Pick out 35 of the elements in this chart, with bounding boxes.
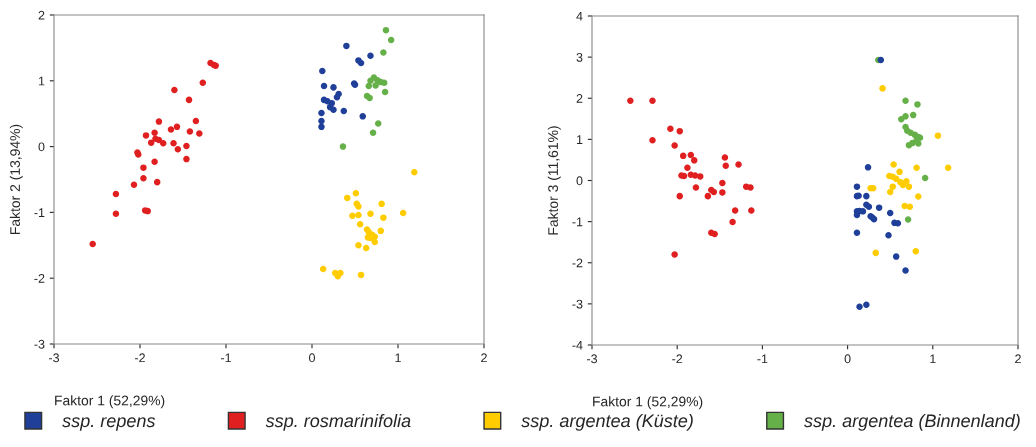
x-tick-label: -1 (221, 353, 231, 363)
x-tick-label: 2 (1015, 354, 1021, 364)
x-tick-label: -2 (672, 354, 683, 364)
y-tick-label: 3 (576, 52, 583, 62)
y-axis-title: Faktor 2 (13,94%) (9, 124, 23, 234)
y-tick-label: -2 (34, 274, 45, 283)
y-tick-label: 4 (576, 11, 583, 21)
x-axis-title: Faktor 1 (52,29%) (55, 395, 165, 409)
x-tick-label: 2 (481, 353, 487, 363)
x-tick-label: -3 (49, 353, 60, 363)
x-axis-title: Faktor 1 (52,29%) (593, 396, 703, 410)
y-tick-label: 1 (38, 76, 45, 86)
legend-label: ssp. argentea (Binnenland) (804, 413, 1020, 431)
legend-label: ssp. argentea (Küste) (521, 413, 693, 431)
y-tick-label: -3 (34, 339, 45, 349)
x-tick-label: -1 (757, 354, 768, 364)
y-tick-label: -1 (34, 208, 45, 217)
legend-label: ssp. rosmarinifolia (265, 413, 411, 431)
x-tick-label: -2 (135, 353, 145, 363)
legend-label: ssp. repens (62, 417, 156, 431)
x-tick-label: 1 (395, 353, 401, 363)
y-tick-label: 0 (38, 142, 45, 152)
y-tick-label: -3 (572, 299, 583, 309)
x-tick-label: 0 (309, 353, 315, 363)
x-tick-label: -3 (587, 354, 598, 364)
y-tick-label: -2 (572, 258, 583, 268)
x-tick-label: 1 (930, 354, 936, 364)
y-axis-title: Faktor 3 (11,61%) (547, 126, 561, 235)
y-tick-label: 1 (576, 135, 583, 144)
y-tick-label: -1 (572, 217, 583, 227)
x-tick-label: 0 (844, 354, 851, 364)
y-tick-label: -4 (572, 340, 583, 350)
y-tick-label: 0 (576, 176, 583, 186)
y-tick-label: 2 (38, 10, 45, 20)
y-tick-label: 2 (576, 94, 583, 103)
